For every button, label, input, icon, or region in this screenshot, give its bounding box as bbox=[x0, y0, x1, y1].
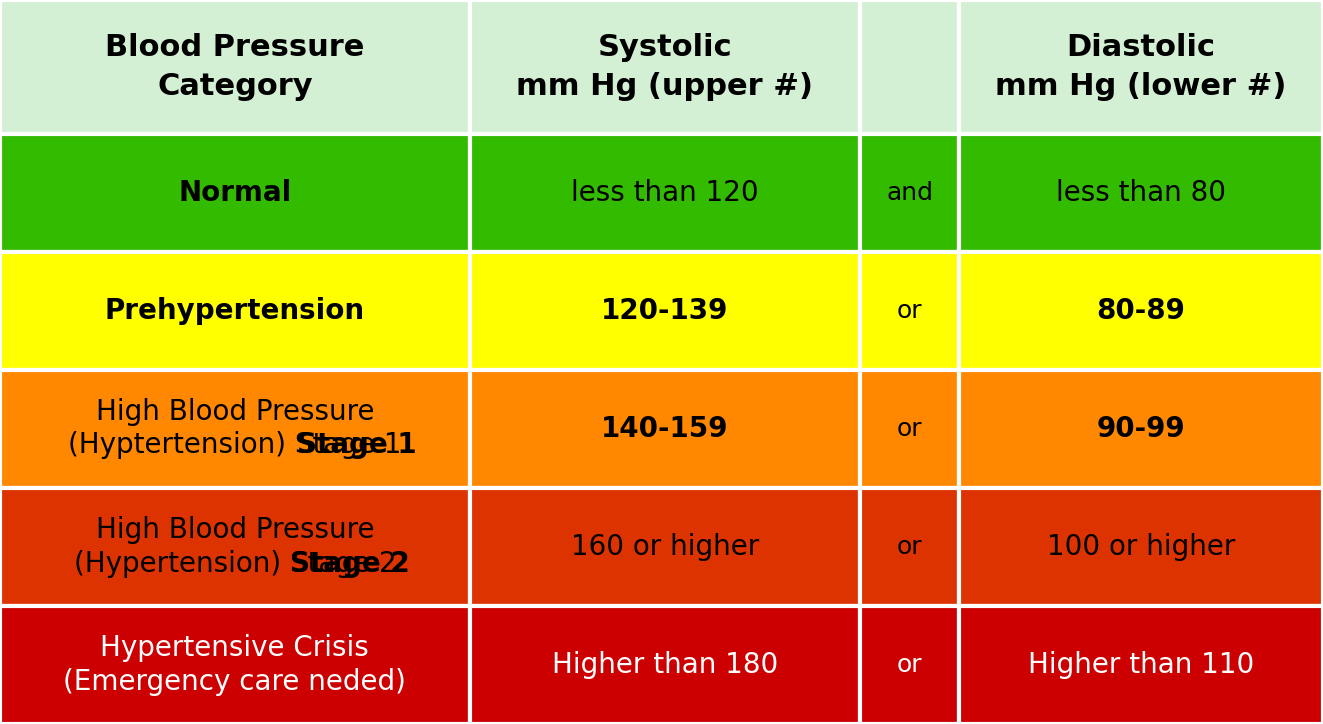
Text: Prehypertension: Prehypertension bbox=[105, 297, 365, 325]
Bar bbox=[860, 252, 959, 370]
Text: 120-139: 120-139 bbox=[601, 297, 729, 325]
Text: Normal: Normal bbox=[179, 179, 291, 207]
Text: Higher than 110: Higher than 110 bbox=[1028, 651, 1254, 679]
Text: Hypertensive Crisis: Hypertensive Crisis bbox=[101, 634, 369, 662]
Bar bbox=[860, 488, 959, 606]
Bar bbox=[0, 252, 470, 370]
Bar bbox=[470, 370, 860, 488]
Text: 100 or higher: 100 or higher bbox=[1046, 533, 1236, 561]
Bar bbox=[860, 606, 959, 724]
Text: or: or bbox=[897, 417, 922, 441]
Text: 90-99: 90-99 bbox=[1097, 415, 1185, 443]
Bar bbox=[0, 488, 470, 606]
Text: 160 or higher: 160 or higher bbox=[570, 533, 759, 561]
Text: High Blood Pressure: High Blood Pressure bbox=[95, 516, 374, 544]
Text: Blood Pressure
Category: Blood Pressure Category bbox=[105, 33, 365, 101]
Bar bbox=[860, 370, 959, 488]
Bar bbox=[0, 370, 470, 488]
Bar bbox=[470, 0, 860, 134]
Text: High Blood Pressure: High Blood Pressure bbox=[95, 398, 374, 426]
Text: (Emergency care neded): (Emergency care neded) bbox=[64, 668, 406, 696]
Bar bbox=[959, 370, 1323, 488]
Text: and: and bbox=[886, 181, 933, 205]
Text: 80-89: 80-89 bbox=[1097, 297, 1185, 325]
Text: Diastolic
mm Hg (lower #): Diastolic mm Hg (lower #) bbox=[995, 33, 1287, 101]
Bar bbox=[860, 134, 959, 252]
Bar bbox=[959, 252, 1323, 370]
Text: Higher than 180: Higher than 180 bbox=[552, 651, 778, 679]
Text: less than 80: less than 80 bbox=[1056, 179, 1226, 207]
Text: or: or bbox=[897, 535, 922, 559]
Text: 140-159: 140-159 bbox=[601, 415, 729, 443]
Bar bbox=[470, 488, 860, 606]
Bar bbox=[959, 0, 1323, 134]
Bar bbox=[959, 134, 1323, 252]
Text: or: or bbox=[897, 299, 922, 323]
Bar bbox=[860, 0, 959, 134]
Text: (Hyptertension) Stage 1: (Hyptertension) Stage 1 bbox=[67, 432, 402, 460]
Bar bbox=[0, 134, 470, 252]
Bar bbox=[470, 252, 860, 370]
Bar bbox=[470, 606, 860, 724]
Bar bbox=[470, 134, 860, 252]
Bar bbox=[959, 488, 1323, 606]
Text: Stage 1: Stage 1 bbox=[298, 432, 417, 460]
Bar bbox=[0, 0, 470, 134]
Text: Stage 2: Stage 2 bbox=[290, 550, 409, 578]
Bar bbox=[0, 606, 470, 724]
Bar bbox=[959, 606, 1323, 724]
Text: or: or bbox=[897, 653, 922, 677]
Text: Systolic
mm Hg (upper #): Systolic mm Hg (upper #) bbox=[516, 33, 814, 101]
Text: less than 120: less than 120 bbox=[572, 179, 758, 207]
Text: (Hypertension) Stage 2: (Hypertension) Stage 2 bbox=[74, 550, 396, 578]
